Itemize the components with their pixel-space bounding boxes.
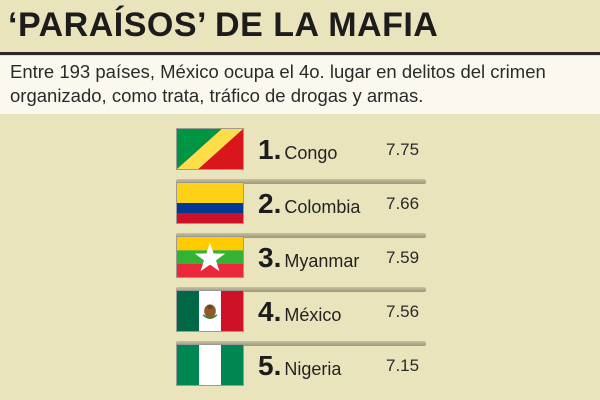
myanmar-flag-icon <box>176 236 244 278</box>
rank-number: 5 <box>258 350 274 381</box>
colombia-flag-icon <box>176 182 244 224</box>
row-divider <box>176 341 426 346</box>
ranking-item-mexico: 4. México 7.56 <box>172 286 432 332</box>
ranking-label: 5. Nigeria <box>258 346 341 386</box>
ranking-label: 1. Congo <box>258 130 337 170</box>
ranking-item-myanmar: 3. Myanmar 7.59 <box>172 232 432 278</box>
rank-number: 1 <box>258 134 274 165</box>
title-divider <box>0 52 600 55</box>
country-name: Nigeria <box>284 359 342 379</box>
rank-dot: . <box>273 296 282 327</box>
score-value: 7.15 <box>386 356 420 375</box>
mexico-flag-icon <box>176 290 244 332</box>
ranking-item-congo: 1. Congo 7.75 <box>172 124 432 170</box>
nigeria-flag-icon <box>176 344 244 386</box>
score-value: 7.66 <box>386 194 420 213</box>
ranking-label: 2. Colombia <box>258 184 360 224</box>
country-name: Colombia <box>284 197 361 217</box>
congo-flag-icon <box>176 128 244 170</box>
row-divider <box>176 287 426 292</box>
page-title: ‘PARAÍSOS’ DE LA MAFIA <box>8 6 439 44</box>
ranking-label: 4. México <box>258 292 341 332</box>
rank-dot: . <box>273 134 282 165</box>
country-name: Myanmar <box>284 251 360 271</box>
score-value: 7.75 <box>386 140 420 159</box>
ranking-item-colombia: 2. Colombia 7.66 <box>172 178 432 224</box>
ranking-list: 1. Congo 7.75 2. Colombia 7.66 <box>0 118 600 400</box>
rank-number: 2 <box>258 188 274 219</box>
score-value: 7.56 <box>386 302 420 321</box>
rank-dot: . <box>273 188 282 219</box>
row-divider <box>176 179 426 184</box>
ranking-item-nigeria: 5. Nigeria 7.15 <box>172 340 432 386</box>
ranking-label: 3. Myanmar <box>258 238 359 278</box>
rank-dot: . <box>273 242 282 273</box>
rank-dot: . <box>273 350 282 381</box>
rank-number: 3 <box>258 242 274 273</box>
country-name: Congo <box>284 143 338 163</box>
rank-number: 4 <box>258 296 274 327</box>
country-name: México <box>284 305 342 325</box>
row-divider <box>176 233 426 238</box>
subtitle: Entre 193 países, México ocupa el 4o. lu… <box>0 56 600 114</box>
score-value: 7.59 <box>386 248 420 267</box>
